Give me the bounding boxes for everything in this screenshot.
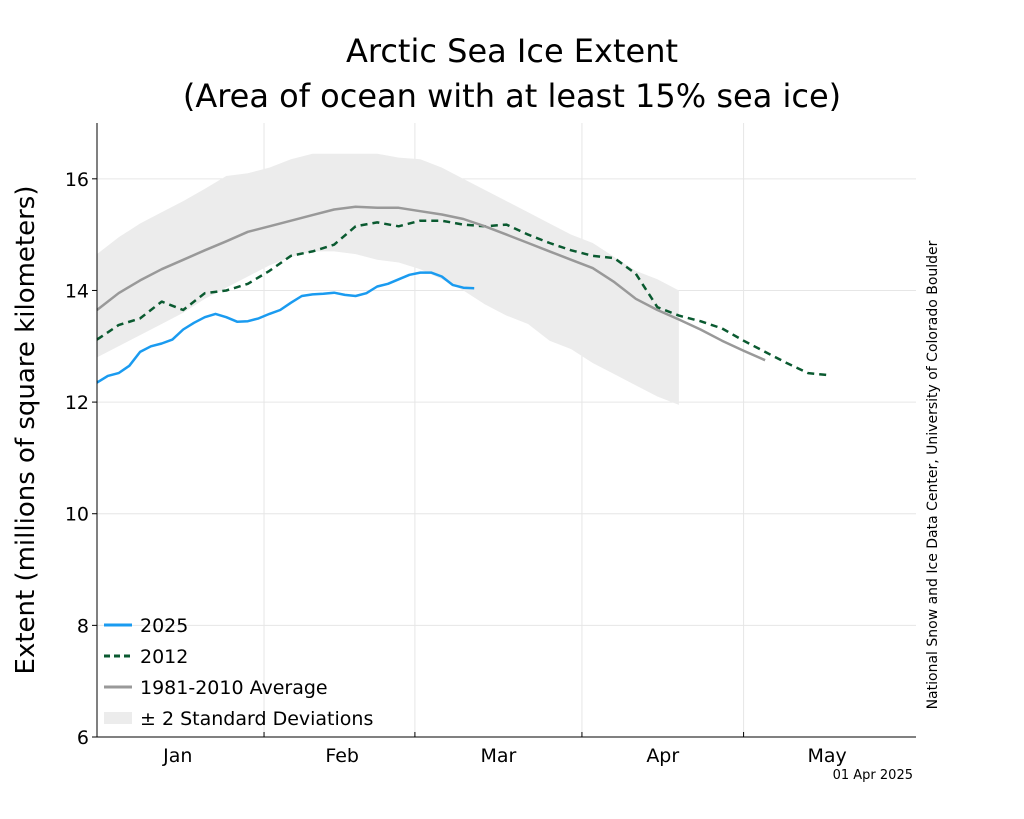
y-tick-label: 16: [65, 169, 89, 191]
legend-label: 2012: [140, 646, 188, 668]
legend-label: ± 2 Standard Deviations: [140, 708, 373, 730]
x-tick-label-feb: Feb: [325, 745, 359, 767]
y-tick-label: 12: [65, 392, 89, 414]
credit-label: National Snow and Ice Data Center, Unive…: [925, 240, 941, 709]
y-tick-label: 14: [65, 280, 89, 302]
chart-subtitle: (Area of ocean with at least 15% sea ice…: [183, 77, 841, 115]
x-tick-label-apr: Apr: [646, 745, 679, 767]
std-dev-band: [97, 153, 679, 405]
y-tick-label: 6: [77, 727, 89, 749]
series-line-1981-2010-average: [96, 205, 766, 362]
x-tick-label-may: May: [807, 745, 846, 767]
series-line-2025: [96, 271, 475, 384]
legend-label: 2025: [140, 615, 188, 637]
y-tick-label: 10: [65, 504, 89, 526]
legend-swatch-band: [104, 712, 132, 724]
x-tick-label-mar: Mar: [480, 745, 516, 767]
date-label: 01 Apr 2025: [833, 768, 913, 783]
y-tick-label: 8: [77, 615, 89, 637]
legend-label: 1981-2010 Average: [140, 677, 328, 699]
y-axis-label: Extent (millions of square kilometers): [11, 186, 41, 675]
x-tick-label-jan: Jan: [162, 745, 192, 767]
chart-title: Arctic Sea Ice Extent: [346, 32, 678, 70]
